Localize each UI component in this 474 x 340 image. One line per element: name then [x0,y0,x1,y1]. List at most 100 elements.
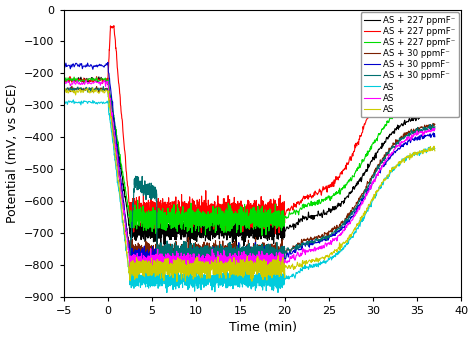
Line: AS: AS [64,88,435,282]
AS + 227 ppmF⁻ [234,244,239,249]
Line: AS + 30 ppmF⁻: AS + 30 ppmF⁻ [64,62,435,270]
AS [164,278,170,282]
AS + 30 ppmF⁻ [173,256,179,260]
AS [61,88,66,92]
Line: AS + 227 ppmF⁻: AS + 227 ppmF⁻ [64,77,435,235]
AS + 227 ppmF⁻ [164,217,170,221]
AS [164,253,170,257]
AS + 30 ppmF⁻ [169,254,174,258]
AS [174,279,180,284]
AS + 30 ppmF⁻ [252,264,257,268]
AS [157,258,163,262]
AS + 227 ppmF⁻ [432,95,438,99]
Line: AS: AS [64,100,435,292]
AS [61,101,66,105]
AS + 30 ppmF⁻ [274,255,280,259]
AS + 227 ppmF⁻ [186,210,192,214]
AS + 227 ppmF⁻ [140,223,146,227]
AS + 227 ppmF⁻ [189,218,194,222]
AS + 227 ppmF⁻ [186,233,192,237]
AS + 227 ppmF⁻ [407,102,413,106]
AS [140,265,146,269]
Line: AS + 30 ppmF⁻: AS + 30 ppmF⁻ [64,86,435,266]
AS [187,286,192,290]
AS [157,260,163,264]
AS [157,276,163,280]
AS [173,277,179,281]
AS + 227 ppmF⁻ [61,75,66,80]
AS + 227 ppmF⁻ [259,233,265,237]
AS [173,271,179,275]
AS [128,272,134,276]
AS + 227 ppmF⁻ [260,199,265,203]
AS + 30 ppmF⁻ [157,251,163,255]
Line: AS + 30 ppmF⁻: AS + 30 ppmF⁻ [64,86,435,266]
Legend: AS + 227 ppmF⁻, AS + 227 ppmF⁻, AS + 227 ppmF⁻, AS + 30 ppmF⁻, AS + 30 ppmF⁻, AS: AS + 227 ppmF⁻, AS + 227 ppmF⁻, AS + 227… [361,12,459,117]
AS [164,264,170,268]
AS [186,262,192,267]
AS + 30 ppmF⁻ [164,249,170,253]
AS + 30 ppmF⁻ [61,87,66,91]
AS + 30 ppmF⁻ [432,122,438,126]
AS + 30 ppmF⁻ [407,130,413,134]
AS [140,264,146,268]
AS + 30 ppmF⁻ [231,252,237,256]
AS + 30 ppmF⁻ [164,262,170,267]
AS + 227 ppmF⁻ [61,79,66,83]
AS + 30 ppmF⁻ [308,240,313,244]
AS + 227 ppmF⁻ [73,80,79,84]
AS + 30 ppmF⁻ [432,125,438,129]
AS + 30 ppmF⁻ [105,60,110,64]
AS + 227 ppmF⁻ [157,215,163,219]
AS + 30 ppmF⁻ [94,87,100,91]
AS + 30 ppmF⁻ [140,250,146,254]
AS + 227 ppmF⁻ [200,208,206,212]
AS + 227 ppmF⁻ [111,24,117,28]
AS [173,257,179,261]
AS [432,149,438,153]
AS + 227 ppmF⁻ [376,85,382,89]
AS + 30 ppmF⁻ [151,268,157,272]
AS + 227 ppmF⁻ [71,75,77,79]
AS + 30 ppmF⁻ [157,254,163,258]
AS [164,290,170,294]
AS + 227 ppmF⁻ [136,208,141,212]
AS + 227 ppmF⁻ [157,223,163,227]
AS [407,151,413,155]
AS + 30 ppmF⁻ [69,84,75,88]
AS [407,154,413,158]
AS + 227 ppmF⁻ [61,75,66,80]
AS + 227 ppmF⁻ [432,113,438,117]
AS + 30 ppmF⁻ [61,62,66,66]
AS + 30 ppmF⁻ [432,135,438,139]
AS + 227 ppmF⁻ [140,218,146,222]
AS [187,264,192,268]
AS + 30 ppmF⁻ [61,86,66,90]
AS + 30 ppmF⁻ [173,250,179,254]
AS [71,98,76,102]
AS + 30 ppmF⁻ [100,84,106,88]
AS [432,147,438,151]
Line: AS + 227 ppmF⁻: AS + 227 ppmF⁻ [64,77,435,246]
AS + 227 ppmF⁻ [164,222,170,226]
AS + 30 ppmF⁻ [187,260,192,264]
AS + 227 ppmF⁻ [96,75,102,79]
AS + 227 ppmF⁻ [173,217,179,221]
AS [90,86,96,90]
AS + 227 ppmF⁻ [273,232,278,236]
AS + 30 ppmF⁻ [140,263,146,267]
Line: AS + 227 ppmF⁻: AS + 227 ppmF⁻ [64,26,435,234]
AS + 30 ppmF⁻ [407,139,413,143]
AS + 227 ppmF⁻ [407,119,413,123]
AS [61,78,66,82]
AS [140,270,146,274]
AS + 30 ppmF⁻ [137,264,143,268]
AS [407,136,412,140]
AS + 227 ppmF⁻ [173,226,179,231]
X-axis label: Time (min): Time (min) [228,321,297,335]
AS [432,127,438,131]
AS + 30 ppmF⁻ [175,252,181,256]
AS + 30 ppmF⁻ [187,258,192,262]
Y-axis label: Potential (mV, vs SCE): Potential (mV, vs SCE) [6,83,18,223]
Line: AS: AS [64,80,435,274]
